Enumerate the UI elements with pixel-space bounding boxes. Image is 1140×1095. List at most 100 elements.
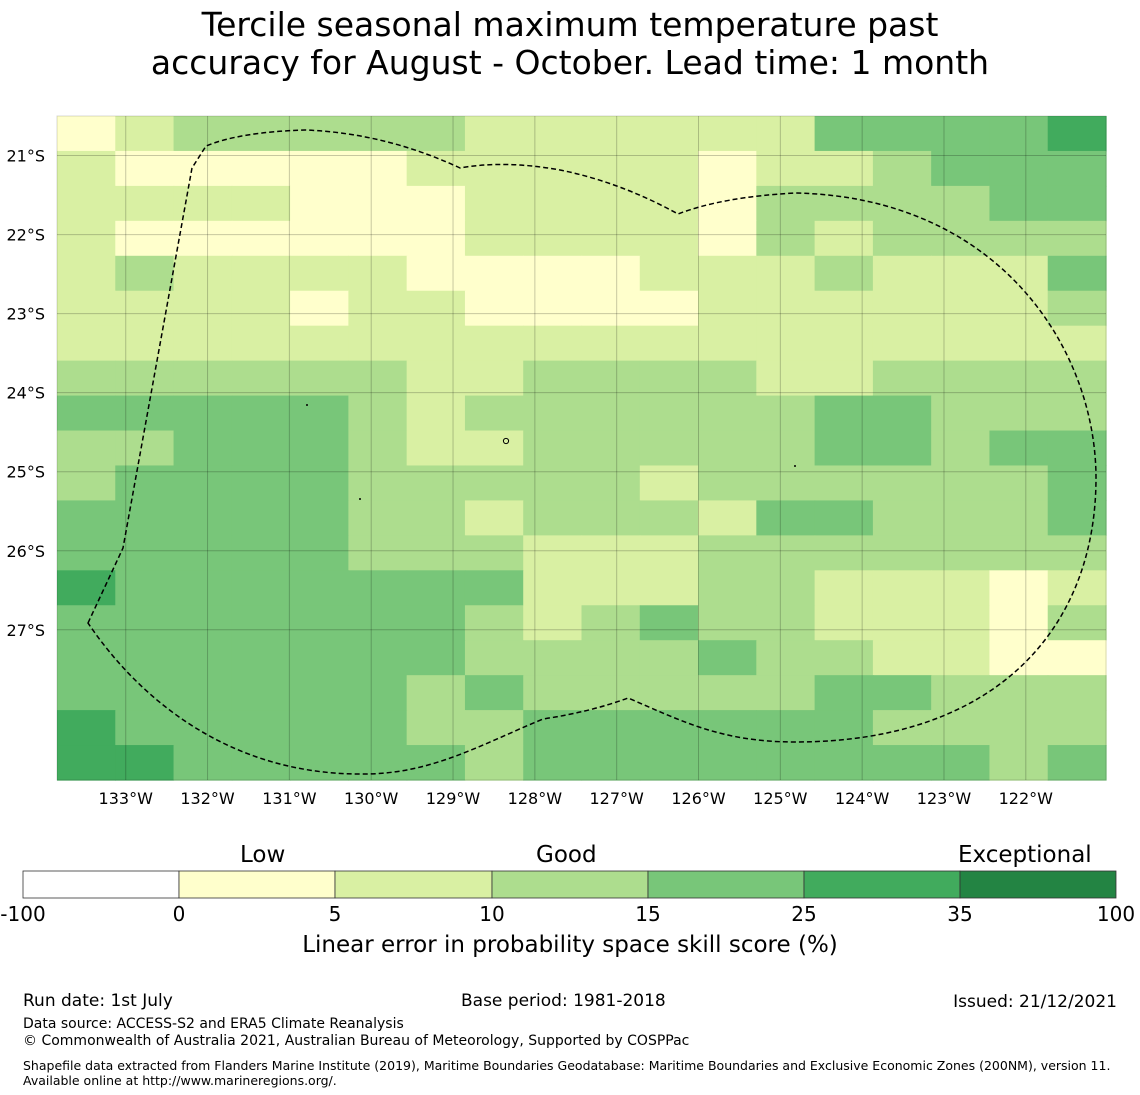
longitude-tick-label: 124°W (835, 789, 890, 808)
skill-cell (814, 675, 874, 711)
colorbar-tick: 5 (328, 902, 342, 926)
skill-cell (756, 430, 816, 467)
skill-cell (639, 255, 699, 292)
skill-cell (464, 570, 524, 606)
skill-cell (989, 500, 1049, 536)
skill-cell (464, 430, 524, 467)
skill-cell (872, 255, 932, 292)
map-title: Tercile seasonal maximum temperature pas… (0, 6, 1140, 82)
skill-cell (989, 535, 1049, 571)
skill-cell (931, 360, 991, 397)
skill-cell (348, 220, 408, 257)
skill-cell (231, 395, 291, 432)
island-marker (794, 465, 796, 467)
skill-cell (872, 360, 932, 397)
skill-cell (57, 745, 116, 781)
skill-cell (931, 605, 991, 641)
skill-cell (523, 605, 583, 641)
longitude-tick-label: 131°W (262, 789, 317, 808)
skill-cell (581, 116, 641, 152)
colorbar-swatch (647, 870, 805, 899)
skill-cell (872, 185, 932, 222)
skill-cell (173, 570, 233, 606)
skill-cell (931, 395, 991, 432)
skill-cell (581, 290, 641, 327)
skill-cell (173, 430, 233, 467)
skill-cell (523, 395, 583, 432)
skill-cell (639, 290, 699, 327)
skill-cell (173, 675, 233, 711)
skill-cell (756, 150, 816, 187)
skill-cell (989, 605, 1049, 641)
skill-cell (57, 605, 116, 641)
skill-cell (698, 465, 757, 502)
island-marker (359, 498, 361, 500)
skill-cell (115, 290, 175, 327)
skill-cell (290, 150, 349, 187)
skill-cell (173, 116, 233, 152)
skill-cell (115, 675, 175, 711)
skill-cell (115, 220, 175, 257)
skill-cell (464, 255, 524, 292)
skill-cell (639, 500, 699, 536)
skill-cell (290, 325, 349, 362)
colorbar-swatch (959, 870, 1117, 899)
colorbar-swatch (803, 870, 961, 899)
skill-cell (348, 710, 408, 746)
skill-cell (290, 116, 349, 152)
skill-cell (348, 290, 408, 327)
skill-cell (348, 255, 408, 292)
skill-cell (523, 255, 583, 292)
skill-cell (698, 605, 757, 641)
skill-cell (231, 360, 291, 397)
skill-cell (523, 185, 583, 222)
skill-cell (814, 500, 874, 536)
skill-cell (1047, 290, 1107, 327)
skill-cell (57, 710, 116, 746)
base-period: Base period: 1981-2018 (461, 991, 666, 1011)
colorbar-swatch (22, 870, 180, 899)
skill-cell (115, 255, 175, 292)
category-low: Low (240, 842, 286, 868)
skill-cell (290, 535, 349, 571)
skill-cell (814, 255, 874, 292)
skill-cell (523, 500, 583, 536)
skill-cell (756, 360, 816, 397)
skill-cell (814, 116, 874, 152)
skill-cell (698, 360, 757, 397)
skill-cell (231, 640, 291, 676)
skill-cell (348, 116, 408, 152)
longitude-tick-label: 130°W (344, 789, 399, 808)
copyright: © Commonwealth of Australia 2021, Austra… (23, 1033, 690, 1049)
skill-cell (814, 570, 874, 606)
colorbar (22, 870, 1117, 899)
skill-cell (581, 675, 641, 711)
skill-cell (464, 150, 524, 187)
skill-cell (231, 535, 291, 571)
skill-cell (115, 535, 175, 571)
skill-cell (989, 570, 1049, 606)
longitude-tick-label: 133°W (99, 789, 154, 808)
skill-cell (756, 290, 816, 327)
skill-cell (698, 116, 757, 152)
skill-cell (348, 640, 408, 676)
latitude-tick-label: 21°S (6, 147, 45, 166)
skill-cell (581, 535, 641, 571)
skill-cell (1047, 465, 1107, 502)
skill-cell (872, 150, 932, 187)
skill-cell (348, 430, 408, 467)
skill-cell (173, 500, 233, 536)
skill-cell (814, 395, 874, 432)
skill-cell (115, 360, 175, 397)
skill-cell (698, 745, 757, 781)
skill-cell (639, 430, 699, 467)
colorbar-tick: 35 (947, 902, 973, 926)
skill-cell (348, 500, 408, 536)
skill-cell (872, 675, 932, 711)
skill-cell (581, 570, 641, 606)
skill-cell (872, 290, 932, 327)
skill-cell (290, 430, 349, 467)
skill-cell (814, 290, 874, 327)
skill-cell (57, 360, 116, 397)
skill-cell (173, 360, 233, 397)
